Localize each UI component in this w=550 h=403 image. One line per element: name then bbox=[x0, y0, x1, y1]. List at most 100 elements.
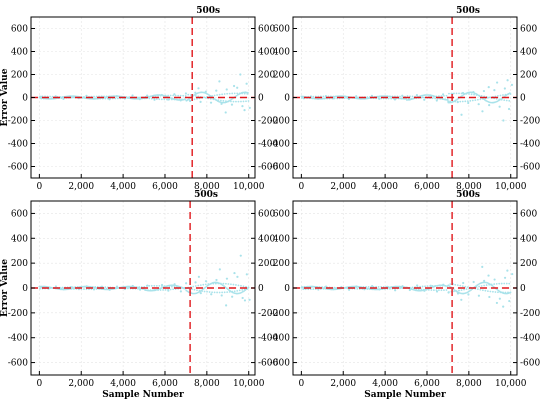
scatter-point bbox=[226, 92, 229, 95]
scatter-point bbox=[71, 95, 73, 98]
scatter-point bbox=[454, 283, 457, 286]
scatter-point bbox=[93, 95, 95, 98]
right-y-tick-label: -400 bbox=[258, 140, 278, 150]
x-tick-label: 10,000 bbox=[495, 379, 527, 389]
right-y-tick-label: 200 bbox=[520, 259, 537, 269]
scatter-point bbox=[215, 278, 218, 282]
scatter-point bbox=[460, 113, 463, 116]
scatter-point bbox=[495, 97, 498, 100]
chart-panel-4: 500s 0 2,000 4,000 6,000 8,000 10,000 -600 -600 -… bbox=[270, 190, 541, 400]
scatter-point bbox=[406, 95, 409, 97]
y-tick-label: 200 bbox=[273, 71, 290, 81]
scatter-point bbox=[106, 288, 109, 291]
x-tick-label: 2,000 bbox=[68, 182, 94, 192]
scatter-point bbox=[443, 94, 445, 97]
scatter-point bbox=[235, 94, 238, 97]
right-y-tick-label: 600 bbox=[258, 25, 275, 35]
scatter-point bbox=[189, 94, 192, 96]
scatter-point bbox=[174, 94, 177, 97]
scatter-point bbox=[206, 290, 208, 293]
scatter-point bbox=[489, 290, 492, 293]
scatter-point bbox=[158, 285, 161, 287]
scatter-point bbox=[323, 286, 326, 289]
scatter-point bbox=[487, 274, 490, 277]
scatter-point bbox=[165, 98, 168, 101]
scatter-point bbox=[248, 298, 251, 301]
scatter-point bbox=[225, 287, 228, 290]
scatter-point bbox=[458, 289, 460, 292]
scatter-point bbox=[169, 94, 172, 97]
scatter-point bbox=[447, 284, 450, 287]
scatter-point bbox=[447, 101, 450, 104]
y-tick-label: -400 bbox=[8, 334, 28, 344]
scatter-point bbox=[487, 86, 490, 89]
scatter-point bbox=[191, 288, 193, 291]
scatter-point bbox=[199, 291, 202, 295]
scatter-point bbox=[493, 278, 496, 281]
scatter-point bbox=[238, 289, 241, 292]
scatter-point bbox=[477, 103, 480, 106]
scatter-point bbox=[492, 285, 495, 288]
scatter-point bbox=[199, 290, 202, 293]
scatter-point bbox=[155, 98, 158, 100]
scatter-point bbox=[236, 86, 239, 89]
scatter-point bbox=[204, 283, 207, 286]
scatter-point bbox=[411, 286, 414, 289]
right-y-tick-label: 200 bbox=[258, 259, 275, 269]
scatter-point bbox=[480, 285, 483, 287]
y-tick-label: 600 bbox=[11, 25, 28, 35]
scatter-point bbox=[40, 285, 43, 288]
y-tick-label: -600 bbox=[8, 163, 28, 173]
scatter-point bbox=[307, 288, 310, 291]
scatter-point bbox=[235, 284, 237, 286]
scatter-point bbox=[467, 293, 470, 296]
right-y-tick-label: 600 bbox=[520, 25, 537, 35]
scatter-point bbox=[508, 282, 511, 285]
scatter-point bbox=[158, 98, 161, 101]
scatter-point bbox=[211, 291, 213, 294]
scatter-point bbox=[490, 283, 493, 286]
y-tick-label: 400 bbox=[273, 234, 290, 244]
right-y-tick-label: -400 bbox=[520, 140, 540, 150]
scatter-point bbox=[417, 288, 420, 291]
scatter-point bbox=[218, 291, 221, 294]
scatter-point bbox=[387, 97, 390, 100]
scatter-point bbox=[204, 280, 208, 283]
scatter-point bbox=[401, 95, 404, 98]
scatter-point bbox=[456, 100, 459, 103]
scatter-point bbox=[131, 94, 134, 97]
scatter-point bbox=[177, 94, 180, 97]
scatter-point bbox=[353, 285, 356, 288]
scatter-point bbox=[480, 95, 483, 97]
y-tick-label: 200 bbox=[11, 259, 28, 269]
scatter-point bbox=[148, 97, 151, 100]
scatter-point bbox=[205, 285, 208, 288]
x-tick-label: 6,000 bbox=[152, 379, 178, 389]
scatter-point bbox=[61, 286, 64, 289]
scatter-point bbox=[427, 289, 430, 291]
scatter-point bbox=[446, 98, 449, 101]
right-y-tick-label: 0 bbox=[258, 94, 264, 104]
scatter-point bbox=[85, 288, 88, 291]
scatter-point bbox=[164, 288, 167, 291]
right-y-tick-label: 400 bbox=[520, 234, 537, 244]
scatter-point bbox=[88, 288, 90, 291]
scatter-point bbox=[145, 285, 148, 287]
scatter-point bbox=[452, 288, 455, 291]
scatter-point bbox=[467, 101, 470, 105]
scatter-point bbox=[208, 94, 210, 96]
scatter-point bbox=[237, 100, 240, 103]
scatter-point bbox=[439, 284, 442, 287]
scatter-point bbox=[202, 283, 205, 286]
scatter-point bbox=[155, 284, 158, 287]
scatter-point bbox=[426, 285, 429, 288]
scatter-point bbox=[471, 99, 474, 102]
scatter-point bbox=[236, 92, 239, 95]
scatter-point bbox=[309, 285, 312, 288]
scatter-point bbox=[429, 285, 432, 287]
scatter-point bbox=[69, 95, 72, 98]
scatter-point bbox=[225, 88, 228, 91]
y-tick-label: 200 bbox=[11, 71, 28, 81]
scatter-point bbox=[498, 282, 501, 285]
